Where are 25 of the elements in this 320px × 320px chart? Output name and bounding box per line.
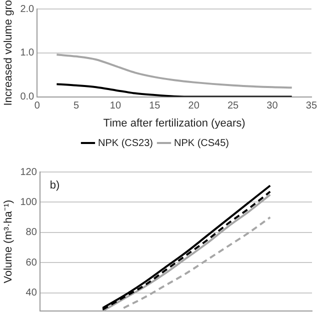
line-series: [56, 83, 293, 97]
x-tick-label: 35: [306, 100, 318, 112]
y-axis-title: Volume (m³·ha⁻¹): [2, 200, 15, 284]
x-tick-label: 20: [188, 100, 200, 112]
y-tick-label: 60: [26, 257, 38, 268]
y-tick-label: 2.0: [20, 4, 35, 15]
line-series: [56, 54, 293, 89]
y-tick-label: 1.0: [20, 48, 35, 59]
x-tick-label: 10: [110, 100, 122, 112]
line-series: [122, 216, 272, 309]
legend-label: NPK (CS23): [98, 138, 153, 149]
x-tick-label: 30: [266, 100, 278, 112]
x-tick-label: 15: [149, 100, 161, 112]
y-tick-label: 0.0: [20, 92, 35, 103]
x-tick-label: 5: [74, 100, 80, 112]
x-axis-title: Time after fertilization (years): [103, 117, 246, 130]
y-tick-label: 120: [20, 166, 38, 178]
y-tick-label: 40: [26, 288, 38, 299]
y-tick-label: 80: [26, 227, 38, 238]
legend-label: NPK (CS45): [174, 138, 230, 149]
annotation: b): [50, 180, 60, 192]
x-tick-label: 0: [34, 100, 40, 112]
y-tick-label: 100: [20, 196, 38, 208]
y-axis-title: Increased volume gro: [2, 0, 15, 106]
x-tick-label: 25: [227, 100, 240, 112]
